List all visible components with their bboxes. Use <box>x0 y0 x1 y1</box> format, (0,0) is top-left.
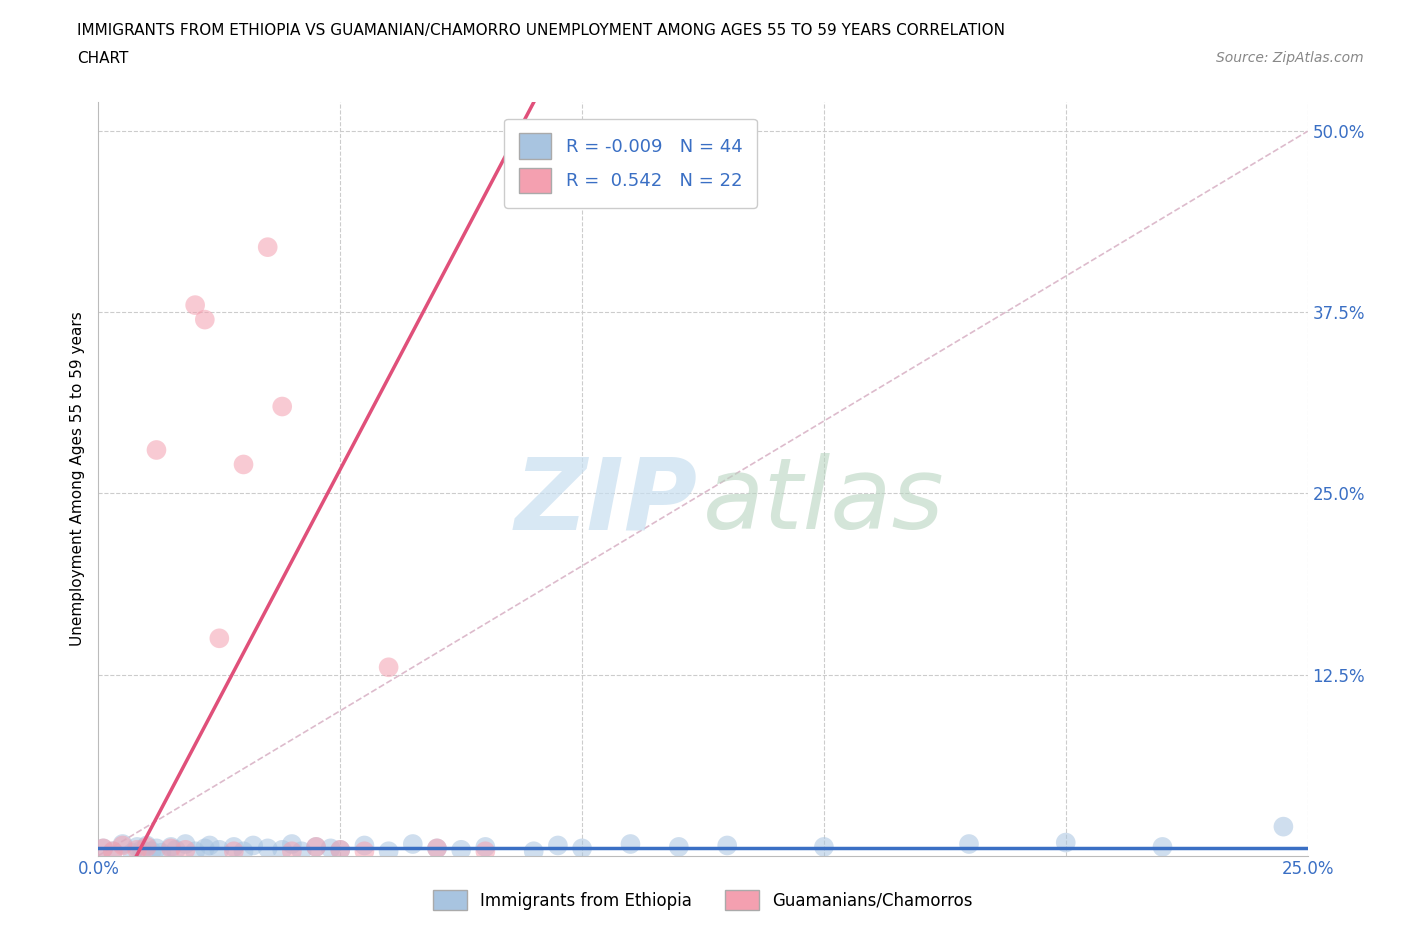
Point <box>91 841 114 856</box>
Point <box>474 840 496 855</box>
Point <box>121 845 143 860</box>
Point <box>619 837 641 852</box>
Point <box>160 840 183 855</box>
Point <box>145 841 167 856</box>
Point <box>256 240 278 255</box>
Point <box>127 843 149 857</box>
Point <box>131 843 153 857</box>
Point <box>184 844 207 858</box>
Point <box>426 841 449 856</box>
Point <box>329 843 352 857</box>
Y-axis label: Unemployment Among Ages 55 to 59 years: Unemployment Among Ages 55 to 59 years <box>69 312 84 646</box>
Point <box>91 841 114 856</box>
Point <box>305 840 328 855</box>
Point <box>150 845 173 860</box>
Point <box>353 844 375 858</box>
Point <box>101 844 124 858</box>
Point <box>319 841 342 856</box>
Point <box>1272 819 1295 834</box>
Point <box>547 838 569 853</box>
Point <box>353 838 375 853</box>
Point <box>256 841 278 856</box>
Point <box>184 298 207 312</box>
Point <box>450 843 472 857</box>
Point <box>127 840 149 855</box>
Point <box>232 844 254 858</box>
Point <box>474 844 496 858</box>
Point <box>523 844 546 858</box>
Point <box>957 837 980 852</box>
Point <box>111 838 134 853</box>
Point <box>377 660 399 675</box>
Text: IMMIGRANTS FROM ETHIOPIA VS GUAMANIAN/CHAMORRO UNEMPLOYMENT AMONG AGES 55 TO 59 : IMMIGRANTS FROM ETHIOPIA VS GUAMANIAN/CH… <box>77 23 1005 38</box>
Point <box>194 312 217 327</box>
Text: Source: ZipAtlas.com: Source: ZipAtlas.com <box>1216 51 1364 65</box>
Point <box>165 843 187 857</box>
Point <box>271 399 294 414</box>
Point <box>716 838 738 853</box>
Point <box>160 841 183 856</box>
Point <box>194 841 217 856</box>
Point <box>305 840 328 855</box>
Point <box>1054 835 1077 850</box>
Point <box>174 837 197 852</box>
Point <box>290 844 312 858</box>
Text: atlas: atlas <box>703 453 945 550</box>
Point <box>1152 840 1174 855</box>
Point <box>242 838 264 853</box>
Point <box>232 457 254 472</box>
Point <box>668 840 690 855</box>
Point <box>135 840 157 855</box>
Text: ZIP: ZIP <box>515 453 697 550</box>
Point <box>571 841 593 856</box>
Point <box>208 843 231 857</box>
Point <box>281 844 304 858</box>
Point <box>426 841 449 856</box>
Point <box>135 838 157 853</box>
Point <box>329 843 352 857</box>
Point <box>222 844 245 858</box>
Point <box>281 837 304 852</box>
Point <box>271 843 294 857</box>
Text: CHART: CHART <box>77 51 129 66</box>
Legend: R = -0.009   N = 44, R =  0.542   N = 22: R = -0.009 N = 44, R = 0.542 N = 22 <box>505 119 756 208</box>
Point <box>174 843 197 857</box>
Legend: Immigrants from Ethiopia, Guamanians/Chamorros: Immigrants from Ethiopia, Guamanians/Cha… <box>427 884 979 917</box>
Point <box>198 838 221 853</box>
Point <box>813 840 835 855</box>
Point <box>111 837 134 852</box>
Point <box>141 844 163 858</box>
Point <box>145 443 167 458</box>
Point <box>222 840 245 855</box>
Point <box>101 844 124 858</box>
Point <box>402 837 425 852</box>
Point <box>377 844 399 858</box>
Point <box>208 631 231 645</box>
